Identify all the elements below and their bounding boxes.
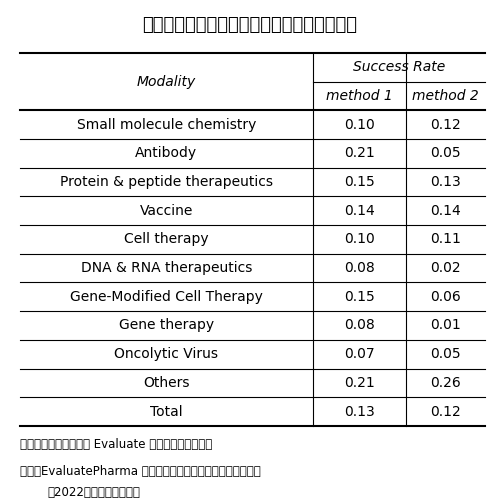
Text: Success Rate: Success Rate: [352, 60, 445, 74]
Text: Antibody: Antibody: [135, 146, 198, 160]
Text: 表２　モダリティ別成功確率（２手法比較）: 表２ モダリティ別成功確率（２手法比較）: [142, 16, 358, 34]
Text: Vaccine: Vaccine: [140, 204, 193, 218]
Text: 0.08: 0.08: [344, 319, 374, 333]
Text: method 1: method 1: [326, 89, 392, 103]
Text: 0.07: 0.07: [344, 347, 374, 361]
Text: 0.05: 0.05: [430, 146, 461, 160]
Text: 0.06: 0.06: [430, 290, 461, 304]
Text: 0.14: 0.14: [344, 204, 374, 218]
Text: 0.12: 0.12: [430, 117, 461, 132]
Text: Oncolytic Virus: Oncolytic Virus: [114, 347, 218, 361]
Text: 0.13: 0.13: [344, 405, 374, 418]
Text: 0.14: 0.14: [430, 204, 461, 218]
Text: 0.15: 0.15: [344, 290, 374, 304]
Text: Total: Total: [150, 405, 182, 418]
Text: Protein & peptide therapeutics: Protein & peptide therapeutics: [60, 175, 273, 189]
Text: DNA & RNA therapeutics: DNA & RNA therapeutics: [80, 261, 252, 275]
Text: 0.26: 0.26: [430, 376, 461, 390]
Text: 0.13: 0.13: [430, 175, 461, 189]
Text: 0.15: 0.15: [344, 175, 374, 189]
Text: Cell therapy: Cell therapy: [124, 232, 208, 246]
Text: 0.21: 0.21: [344, 146, 374, 160]
Text: 0.02: 0.02: [430, 261, 461, 275]
Text: 0.01: 0.01: [430, 319, 461, 333]
Text: （2022年６月３日時点）: （2022年６月３日時点）: [48, 486, 140, 499]
Text: 0.05: 0.05: [430, 347, 461, 361]
Text: 0.21: 0.21: [344, 376, 374, 390]
Text: Small molecule chemistry: Small molecule chemistry: [76, 117, 256, 132]
Text: 0.10: 0.10: [344, 232, 374, 246]
Text: 0.12: 0.12: [430, 405, 461, 418]
Text: 0.11: 0.11: [430, 232, 461, 246]
Text: 出所：EvaluatePharma をもとに医薬産業政策研究所にて作成: 出所：EvaluatePharma をもとに医薬産業政策研究所にて作成: [20, 465, 261, 478]
Text: 0.10: 0.10: [344, 117, 374, 132]
Text: Gene-Modified Cell Therapy: Gene-Modified Cell Therapy: [70, 290, 262, 304]
Text: 0.08: 0.08: [344, 261, 374, 275]
Text: Modality: Modality: [136, 75, 196, 89]
Text: method 2: method 2: [412, 89, 479, 103]
Text: Gene therapy: Gene therapy: [118, 319, 214, 333]
Text: 注：モダリティ分類は Evaluate 社の定義にもとづく: 注：モダリティ分類は Evaluate 社の定義にもとづく: [20, 438, 212, 452]
Text: Others: Others: [143, 376, 190, 390]
